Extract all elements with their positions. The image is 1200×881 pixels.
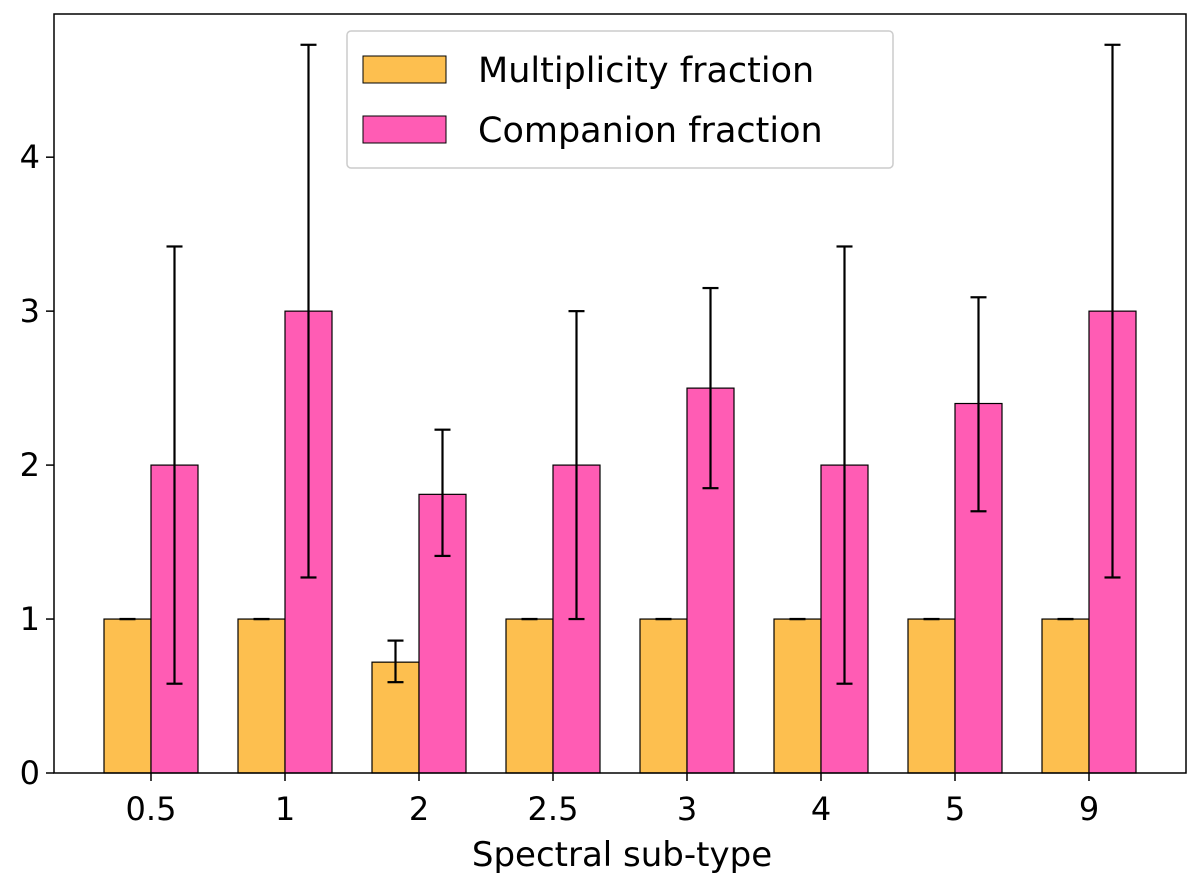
x-tick-label-9: 9 bbox=[1079, 790, 1099, 828]
bar-multiplicity-5 bbox=[907, 618, 956, 774]
x-tick-label-0.5: 0.5 bbox=[126, 790, 177, 828]
legend-label-companion: Companion fraction bbox=[478, 111, 823, 151]
y-tick-label-4: 4 bbox=[20, 138, 40, 176]
bar-multiplicity-4 bbox=[773, 618, 822, 774]
x-axis: 0.5 1 2 2.5 3 4 5 9 bbox=[126, 773, 1099, 828]
errorbar-multiplicity-2 bbox=[387, 639, 404, 684]
bars-group bbox=[103, 310, 1137, 774]
legend: Multiplicity fraction Companion fraction bbox=[346, 30, 894, 169]
errorbar-companion-2.5 bbox=[568, 310, 585, 621]
legend-label-multiplicity: Multiplicity fraction bbox=[478, 51, 814, 91]
errorbar-companion-5 bbox=[970, 296, 987, 513]
y-tick-label-0: 0 bbox=[20, 754, 40, 792]
legend-swatch-companion bbox=[362, 115, 447, 144]
plot-frame bbox=[53, 13, 1187, 774]
x-tick-label-2: 2 bbox=[409, 790, 429, 828]
y-axis: 0 1 2 3 4 bbox=[20, 138, 54, 792]
legend-box bbox=[346, 30, 894, 169]
legend-swatch-multiplicity bbox=[362, 55, 447, 84]
errorbar-companion-0.5 bbox=[166, 245, 183, 685]
bar-multiplicity-0.5 bbox=[103, 618, 152, 774]
errorbar-companion-1 bbox=[300, 43, 317, 579]
errorbars-group bbox=[119, 43, 1121, 685]
errorbar-companion-3 bbox=[702, 286, 719, 490]
errorbar-companion-9 bbox=[1104, 43, 1121, 579]
x-tick-label-3: 3 bbox=[677, 790, 697, 828]
x-tick-label-4: 4 bbox=[811, 790, 831, 828]
x-tick-label-5: 5 bbox=[945, 790, 965, 828]
errorbar-companion-2 bbox=[434, 428, 451, 558]
x-tick-label-2.5: 2.5 bbox=[528, 790, 579, 828]
x-tick-label-1: 1 bbox=[275, 790, 295, 828]
y-tick-label-3: 3 bbox=[20, 292, 40, 330]
bar-multiplicity-3 bbox=[639, 618, 688, 774]
bar-multiplicity-2.5 bbox=[505, 618, 554, 774]
y-tick-label-2: 2 bbox=[20, 446, 40, 484]
bar-multiplicity-9 bbox=[1041, 618, 1090, 774]
errorbar-companion-4 bbox=[836, 245, 853, 685]
bar-multiplicity-1 bbox=[237, 618, 286, 774]
x-axis-label: Spectral sub-type bbox=[472, 835, 772, 875]
y-tick-label-1: 1 bbox=[20, 600, 40, 638]
